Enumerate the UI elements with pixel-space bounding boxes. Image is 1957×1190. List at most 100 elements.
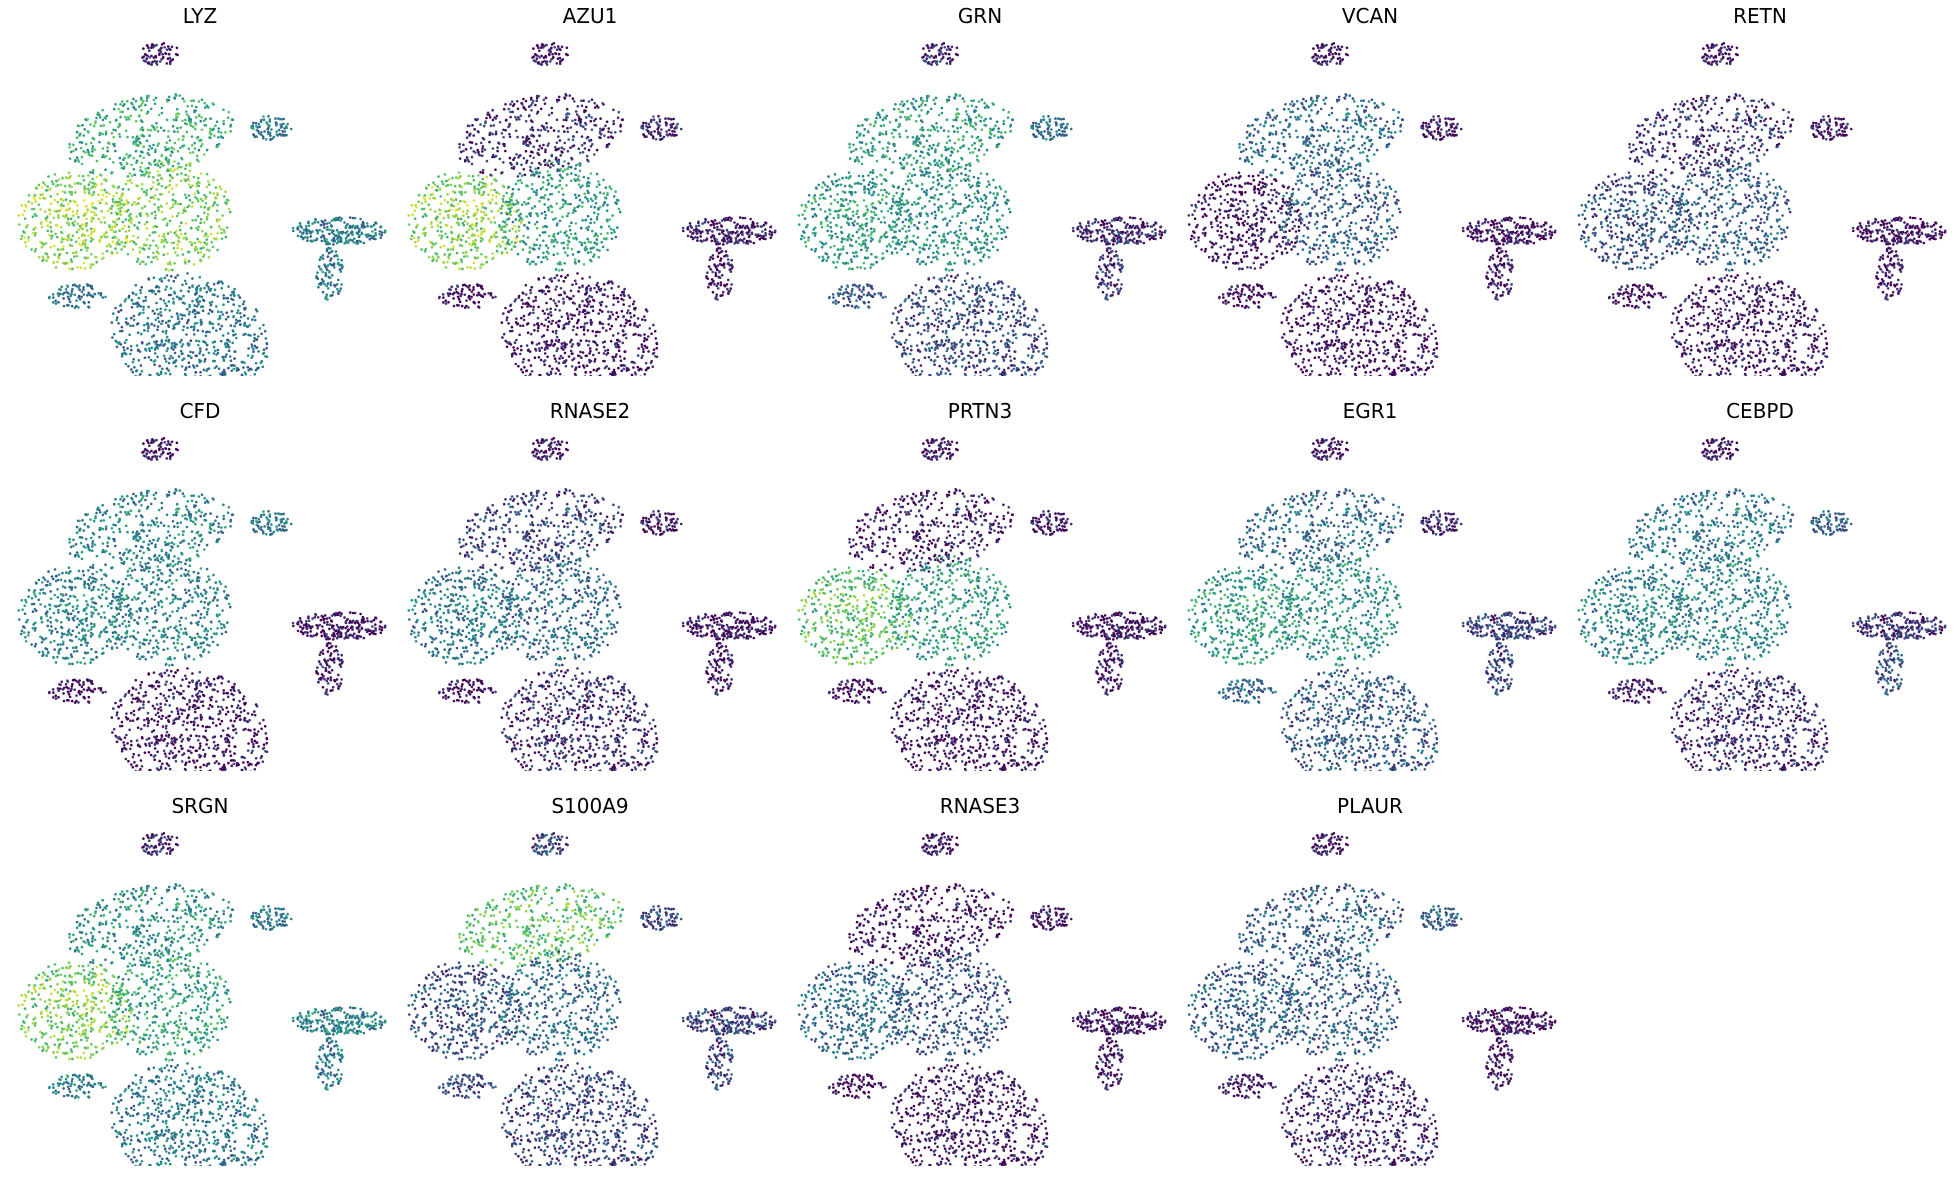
scatter-point: [158, 364, 161, 368]
scatter-point: [216, 295, 219, 298]
scatter-point: [129, 114, 133, 117]
scatter-point: [496, 146, 499, 149]
scatter-point: [214, 186, 218, 189]
scatter-point: [465, 136, 469, 139]
scatter-point: [124, 321, 128, 324]
scatter-point: [69, 258, 73, 261]
scatter-point: [197, 302, 200, 306]
scatter-point: [651, 365, 655, 369]
scatter-point: [530, 161, 534, 165]
scatter-point: [159, 193, 162, 196]
scatter-point: [585, 184, 589, 188]
scatter-point: [170, 146, 174, 149]
scatter-point: [80, 155, 84, 159]
scatter-point: [648, 327, 652, 330]
scatter-point: [70, 304, 74, 308]
scatter-point: [582, 99, 585, 102]
scatter-point: [571, 97, 575, 100]
scatter-point: [325, 293, 329, 297]
scatter-point: [593, 234, 596, 238]
scatter-point: [509, 303, 513, 307]
scatter-point: [537, 356, 541, 359]
scatter-point: [447, 294, 450, 298]
scatter-point: [617, 110, 621, 114]
scatter-point: [372, 234, 376, 238]
scatter-point: [517, 219, 521, 222]
scatter-point: [121, 227, 124, 230]
scatter-point: [73, 283, 76, 287]
scatter-point: [479, 240, 483, 243]
scatter-point: [246, 317, 250, 320]
scatter-point: [248, 323, 251, 327]
scatter-point: [54, 302, 58, 305]
scatter-point: [458, 300, 462, 304]
scatter-point: [110, 251, 114, 254]
scatter-point: [599, 117, 602, 120]
scatter-point: [550, 58, 553, 61]
scatter-point: [180, 338, 183, 342]
scatter-point: [578, 365, 581, 369]
scatter-point: [179, 146, 182, 149]
scatter-point: [517, 214, 521, 217]
scatter-point: [220, 131, 223, 134]
scatter-point: [557, 293, 561, 297]
scatter-point: [592, 119, 596, 123]
scatter-point: [577, 313, 581, 316]
scatter-point: [555, 241, 559, 244]
scatter-point: [213, 201, 216, 205]
scatter-point: [544, 96, 548, 100]
scatter-point: [325, 284, 329, 288]
scatter-point: [645, 124, 648, 128]
scatter-point: [34, 247, 38, 251]
scatter-point: [597, 351, 601, 355]
scatter-point: [97, 193, 100, 196]
scatter-point: [179, 202, 182, 206]
scatter-point: [207, 288, 211, 291]
scatter-point: [505, 318, 509, 322]
scatter-point: [61, 248, 65, 251]
scatter-point: [165, 141, 169, 144]
scatter-point: [618, 210, 622, 214]
scatter-point: [143, 323, 146, 327]
scatter-point: [613, 230, 616, 234]
scatter-point: [80, 226, 83, 230]
scatter-point: [632, 323, 636, 327]
scatter-point: [147, 148, 150, 151]
scatter-point: [560, 241, 564, 245]
scatter-point: [82, 199, 86, 202]
scatter-point: [475, 229, 479, 232]
scatter-point: [574, 209, 577, 213]
scatter-point: [520, 203, 524, 206]
scatter-point: [614, 131, 617, 134]
scatter-point: [534, 60, 538, 63]
scatter-point: [542, 181, 545, 184]
scatter-point: [339, 287, 343, 290]
scatter-point: [252, 339, 256, 343]
scatter-point: [157, 208, 160, 212]
scatter-point: [552, 344, 555, 347]
scatter-point: [481, 185, 485, 188]
scatter-point: [553, 145, 557, 149]
scatter-point: [196, 197, 199, 201]
scatter-point: [132, 234, 135, 238]
scatter-point: [557, 340, 560, 344]
scatter-point: [589, 349, 592, 353]
scatter-point: [588, 181, 591, 185]
scatter-point: [72, 149, 75, 153]
scatter-point: [300, 235, 303, 238]
scatter-point: [485, 183, 488, 186]
scatter-point: [268, 118, 272, 121]
scatter-point: [162, 218, 165, 221]
scatter-point: [596, 367, 599, 371]
scatter-point: [519, 324, 522, 328]
scatter-point: [634, 306, 637, 310]
scatter-point: [553, 46, 556, 49]
scatter-point: [173, 130, 176, 133]
scatter-point: [591, 142, 594, 146]
scatter-point: [573, 193, 577, 197]
scatter-point: [77, 215, 80, 219]
scatter-point: [140, 126, 144, 129]
scatter-point: [596, 248, 599, 252]
scatter-points: [407, 42, 777, 376]
scatter-point: [91, 206, 95, 209]
